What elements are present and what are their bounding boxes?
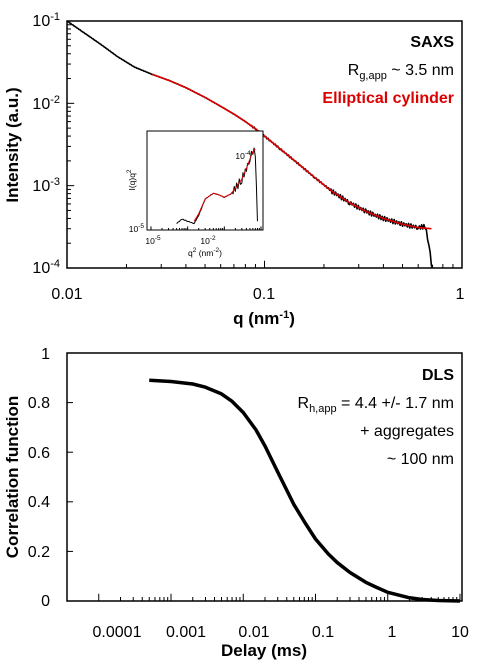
dls-y-tick-label-3: 0.4 — [28, 494, 50, 511]
saxs-y-tick-label-0: 10-1 — [32, 11, 60, 30]
saxs-y-tick-label-3: 10-4 — [32, 258, 60, 277]
dls-y-tick-label-5: 0 — [41, 593, 50, 610]
saxs-series — [66, 20, 434, 269]
saxs-x-axis-label: q (nm-1) — [233, 309, 295, 328]
dls-x-tick-label-2: 0.01 — [238, 624, 269, 641]
saxs-y-tick-label-1: 10-2 — [32, 94, 60, 113]
dls-x-tick-label-4: 1 — [388, 624, 397, 641]
dls-x-axis-label: Delay (ms) — [221, 641, 307, 660]
dls-chart: 1 0.8 0.6 0.4 0.2 0 0.0001 0.001 0.01 0.… — [3, 346, 469, 660]
saxs-fit-line — [151, 73, 432, 230]
saxs-inset-chart: 10-4 10-5 10-5 10-2 q2 (nm-2) I(q)q2 — [126, 130, 264, 258]
saxs-y-tick-label-2: 10-3 — [32, 176, 60, 195]
inset-y-axis-label: I(q)q2 — [126, 169, 137, 190]
saxs-y-axis-label: Intensity (a.u.) — [3, 87, 22, 202]
inset-frame — [146, 130, 264, 231]
dls-y-tick-label-0: 1 — [41, 346, 50, 363]
dls-aggregate-size-label: ~ 100 nm — [387, 451, 454, 468]
dls-aggregates-label: + aggregates — [360, 423, 454, 440]
dls-axis-ticks — [67, 352, 461, 602]
dls-frame — [66, 352, 463, 602]
saxs-axis-ticks — [66, 20, 463, 269]
dls-title: DLS — [422, 367, 454, 384]
dls-x-tick-label-3: 0.1 — [312, 624, 334, 641]
saxs-frame — [66, 20, 463, 269]
saxs-x-tick-label-0: 0.01 — [51, 286, 82, 303]
saxs-chart: 10-1 10-2 10-3 10-4 0.01 0.1 1 q (nm-1) … — [3, 11, 465, 328]
dls-y-axis-label: Correlation function — [3, 396, 22, 558]
inset-series — [176, 147, 258, 225]
inset-axis-ticks — [150, 226, 262, 230]
dls-data-line — [149, 378, 461, 603]
dls-x-tick-label-0: 0.0001 — [93, 624, 142, 641]
saxs-model-label: Elliptical cylinder — [322, 90, 454, 107]
inset-y-tick-label-0: 10-4 — [235, 150, 251, 161]
dls-y-tick-label-1: 0.8 — [28, 395, 50, 412]
inset-fit-line — [193, 148, 256, 222]
dls-rh-annotation: Rh,app = 4.4 +/- 1.7 nm — [298, 395, 455, 415]
inset-x-tick-label-0: 10-5 — [145, 235, 161, 246]
saxs-x-tick-label-1: 0.1 — [253, 286, 275, 303]
inset-x-axis-label: q2 (nm-2) — [188, 247, 222, 258]
dls-x-tick-label-5: 10 — [451, 624, 469, 641]
dls-y-tick-label-4: 0.2 — [28, 544, 50, 561]
dls-x-tick-label-1: 0.001 — [166, 624, 206, 641]
dls-y-tick-label-2: 0.6 — [28, 445, 50, 462]
saxs-x-tick-label-2: 1 — [456, 286, 465, 303]
saxs-title: SAXS — [410, 34, 454, 51]
inset-y-tick-label-1: 10-5 — [129, 223, 145, 234]
dls-series — [149, 378, 461, 603]
inset-x-tick-label-1: 10-2 — [200, 235, 216, 246]
saxs-rg-annotation: Rg,app ~ 3.5 nm — [348, 62, 454, 82]
